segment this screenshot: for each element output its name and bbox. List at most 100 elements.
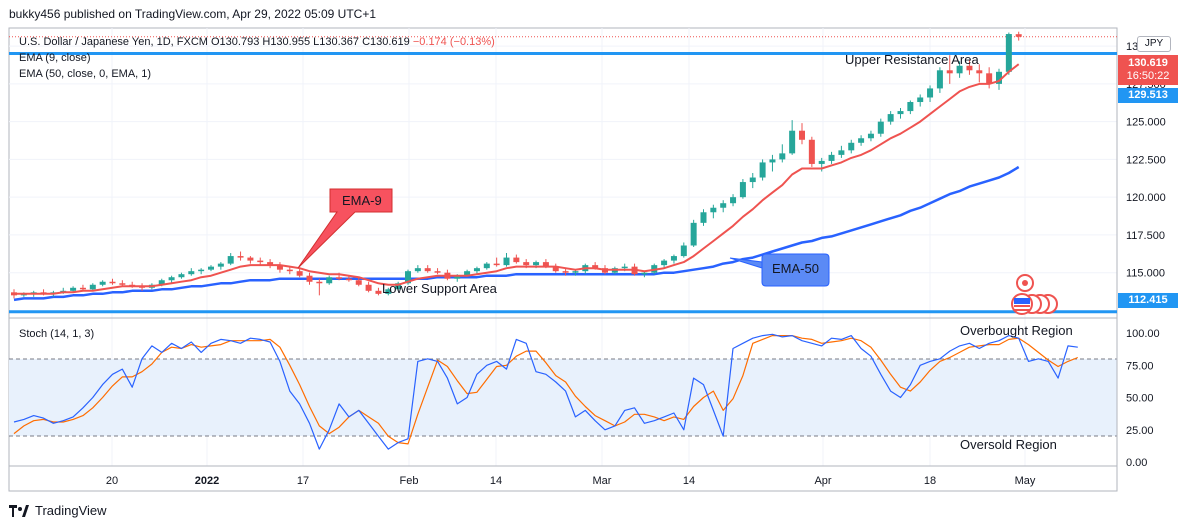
candle-body xyxy=(503,257,510,266)
ema50-callout[interactable] xyxy=(729,253,830,287)
flag-stripe xyxy=(1014,309,1030,311)
candle-body xyxy=(828,154,835,161)
oversold-label: Oversold Region xyxy=(960,437,1057,452)
candle-body xyxy=(779,153,786,160)
candle-body xyxy=(838,150,845,155)
candle-body xyxy=(395,283,402,290)
footer-brand[interactable]: TradingView xyxy=(9,503,107,518)
candle-body xyxy=(513,257,520,263)
candle-body xyxy=(749,177,756,183)
candle-body xyxy=(680,245,687,257)
time-tick-label: 14 xyxy=(683,475,695,487)
candle-body xyxy=(257,260,264,263)
event-markers[interactable] xyxy=(1011,274,1058,315)
time-tick-label: Apr xyxy=(814,475,831,487)
candle-body xyxy=(917,97,924,103)
candle-body xyxy=(237,256,244,258)
ema50-callout-label: EMA-50 xyxy=(772,261,819,276)
candle-body xyxy=(562,271,569,273)
candle-body xyxy=(1005,34,1012,72)
time-tick-label: 17 xyxy=(297,475,309,487)
countdown-tag: 16:50:22 xyxy=(1126,70,1170,82)
stoch-tick-label: 100.00 xyxy=(1126,328,1160,340)
stoch-band xyxy=(9,359,1117,436)
time-tick-label: Feb xyxy=(400,475,419,487)
time-tick-label: 2022 xyxy=(195,475,219,487)
support-tag-bg xyxy=(1118,293,1178,308)
legend-ema9[interactable]: EMA (9, close) xyxy=(19,52,91,64)
time-tick-label: Mar xyxy=(593,475,612,487)
candle-body xyxy=(336,277,343,279)
price-tick-label: 117.500 xyxy=(1126,230,1165,242)
candle-body xyxy=(198,269,205,272)
time-tick-label: 20 xyxy=(106,475,118,487)
stoch-tick-label: 50.00 xyxy=(1126,393,1154,405)
ema9-group xyxy=(14,63,1020,295)
candle-body xyxy=(355,280,362,285)
candle-body xyxy=(877,121,884,134)
last-price-tag: 130.619 xyxy=(1128,57,1168,69)
ema9-callout[interactable] xyxy=(297,188,393,269)
legend-symbol[interactable]: U.S. Dollar / Japanese Yen, 1D, FXCM xyxy=(19,36,208,48)
ema9-callout-label: EMA-9 xyxy=(342,193,382,208)
candle-body xyxy=(572,271,579,273)
candle-body xyxy=(483,263,490,269)
resistance-tag-bg xyxy=(1118,88,1178,103)
candle-body xyxy=(296,271,303,276)
ema50-group xyxy=(13,165,1020,302)
candle-body xyxy=(966,65,973,71)
stoch-tick-label: 75.00 xyxy=(1126,360,1154,372)
candle-body xyxy=(739,182,746,198)
levels xyxy=(9,36,1117,314)
candle-body xyxy=(848,142,855,151)
candle-body xyxy=(188,271,195,275)
candle-body xyxy=(670,256,677,261)
candle-body xyxy=(946,70,953,74)
candle-body xyxy=(286,269,293,272)
candle-body xyxy=(897,111,904,115)
overbought-label: Overbought Region xyxy=(960,323,1073,338)
upper-resistance-label: Upper Resistance Area xyxy=(845,52,979,67)
candle-body xyxy=(700,212,707,223)
time-tick-label: 14 xyxy=(490,475,502,487)
candle-body xyxy=(454,275,461,279)
candle-body xyxy=(326,277,333,284)
candle-body xyxy=(956,65,963,74)
candle-body xyxy=(759,162,766,178)
candle-body xyxy=(523,262,530,266)
tradingview-logo-icon xyxy=(9,504,29,517)
candle-body xyxy=(661,260,668,266)
candle-body xyxy=(493,263,500,266)
candle-body xyxy=(109,281,116,284)
time-tick-label: 18 xyxy=(924,475,936,487)
legend-ema50[interactable]: EMA (50, close, 0, EMA, 1) xyxy=(19,68,152,80)
candle-body xyxy=(552,266,559,272)
candle-body xyxy=(690,222,697,246)
last-price-tag-bg xyxy=(1118,55,1178,85)
candle-body xyxy=(89,284,96,290)
candle-body xyxy=(907,102,914,112)
candle-body xyxy=(365,284,372,291)
candle-body xyxy=(799,130,805,140)
candle-body xyxy=(316,281,323,284)
time-ticks: 20 2022 17 Feb 14 Mar 14 Apr 18 May xyxy=(106,475,1036,487)
candle-body xyxy=(414,268,421,272)
currency-badge[interactable]: JPY xyxy=(1137,36,1171,52)
candle-body xyxy=(217,263,224,267)
candle-body xyxy=(375,290,382,294)
time-tick-label: May xyxy=(1015,475,1036,487)
price-tick-label: 122.500 xyxy=(1126,154,1166,166)
candle-body xyxy=(986,73,993,84)
candle-body xyxy=(247,257,254,261)
candle-body xyxy=(976,70,983,74)
candle-body xyxy=(168,277,175,281)
candle-body xyxy=(592,265,599,269)
legend-stoch[interactable]: Stoch (14, 1, 3) xyxy=(19,328,95,340)
candle-body xyxy=(867,133,874,139)
candle-body xyxy=(730,197,737,204)
candle-body xyxy=(267,262,274,266)
candle-body xyxy=(936,70,943,89)
legend-ohlc: O130.793 H130.955 L130.367 C130.619 xyxy=(211,36,410,48)
stoch-ticks: 100.00 75.00 50.00 25.00 0.00 xyxy=(1126,328,1160,469)
